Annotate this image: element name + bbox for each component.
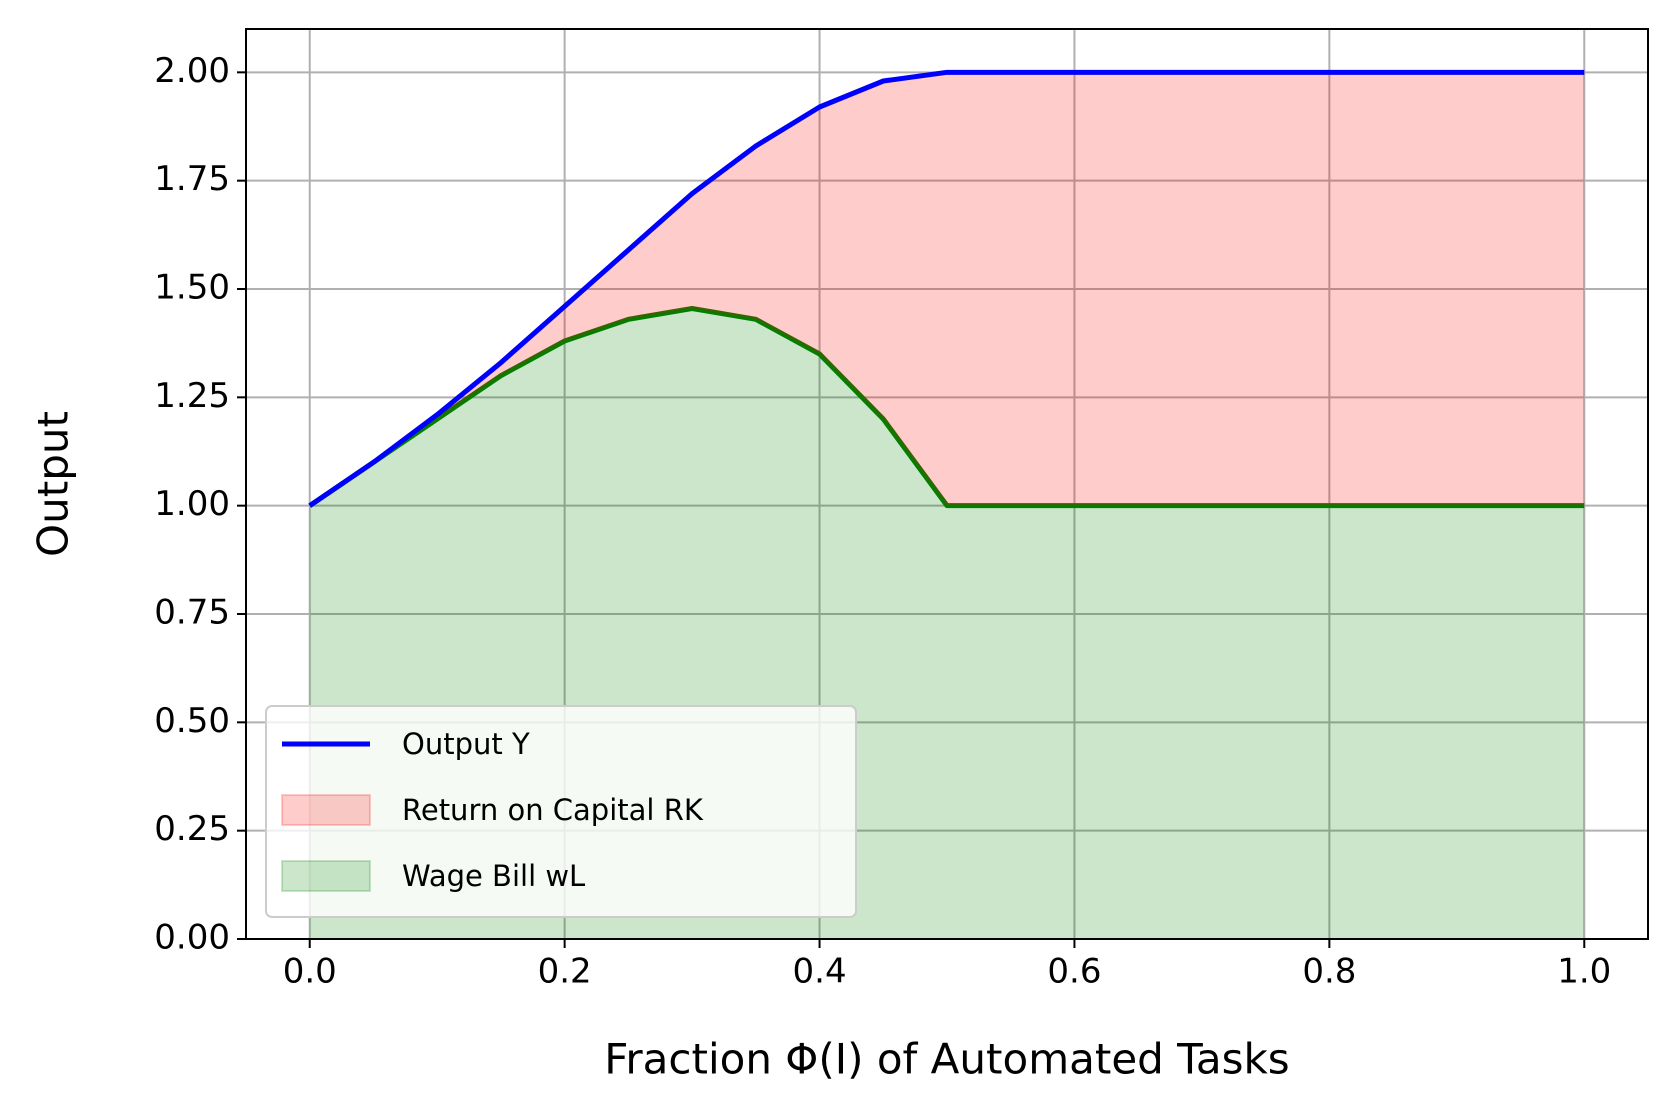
x-tick-label: 0.0	[283, 952, 337, 992]
y-tick-label: 0.75	[154, 593, 230, 633]
y-tick-label: 1.50	[154, 268, 230, 308]
legend-swatch	[281, 794, 371, 826]
y-axis-label: Output	[29, 411, 78, 557]
y-tick-label: 1.75	[154, 159, 230, 199]
grid	[246, 29, 1648, 940]
legend-swatch	[281, 860, 371, 892]
legend-label: Wage Bill wL	[402, 859, 585, 893]
y-tick-label: 0.25	[154, 809, 230, 849]
legend: Output Y Return on Capital RK Wage Bill wL	[265, 705, 857, 918]
line	[308, 69, 1585, 508]
x-tick-label: 0.2	[538, 952, 592, 992]
y-tick-label: 1.00	[154, 484, 230, 524]
legend-label: Return on Capital RK	[402, 793, 704, 827]
y-tick-label: 0.00	[154, 918, 230, 958]
x-tick-label: 0.4	[793, 952, 847, 992]
area-edge-line	[308, 306, 1585, 509]
y-tick-label: 1.25	[154, 376, 230, 416]
x-tick-label: 1.0	[1557, 952, 1611, 992]
x-axis-label: Fraction Φ(I) of Automated Tasks	[604, 1035, 1289, 1084]
plot-frame	[245, 28, 1649, 940]
x-tick-label: 0.6	[1047, 952, 1101, 992]
x-tick-label: 0.8	[1302, 952, 1356, 992]
legend-frame	[265, 705, 857, 918]
area	[309, 72, 1585, 506]
legend-label: Output Y	[402, 727, 530, 761]
y-tick-label: 0.50	[154, 701, 230, 741]
y-tick-label: 2.00	[154, 51, 230, 91]
